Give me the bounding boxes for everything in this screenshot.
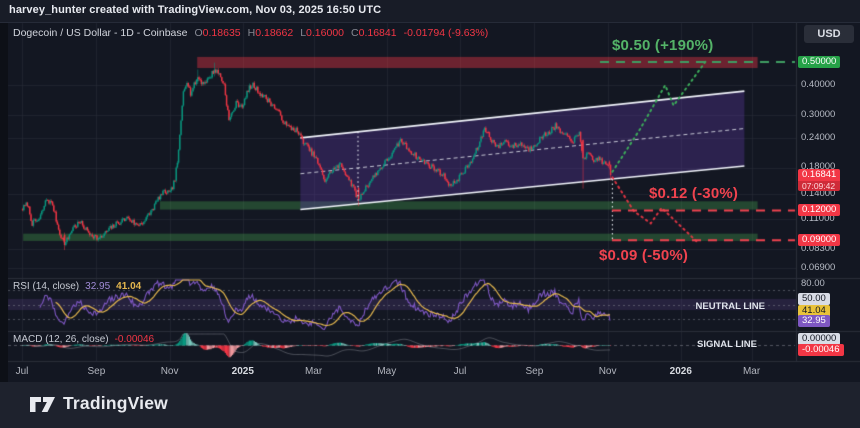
price-axis-label: 0.30000 xyxy=(801,109,836,121)
currency-toggle-button[interactable]: USD xyxy=(804,25,854,43)
rsi-axis-badge: 50.00 xyxy=(798,293,830,305)
rsi-axis-badge: 41.04 xyxy=(798,304,830,317)
symbol-legend: Dogecoin / US Dollar - 1D - Coinbase O0.1… xyxy=(13,27,488,39)
time-axis-label: Sep xyxy=(525,366,544,377)
time-axis-label: Mar xyxy=(742,366,761,377)
time-axis[interactable] xyxy=(0,362,860,382)
time-axis-label: May xyxy=(377,366,397,377)
current-price-badge: 0.16841 07:09:42 xyxy=(798,169,841,192)
bar-close-countdown: 07:09:42 xyxy=(798,181,841,192)
rsi-indicator-legend: RSI (14, close) 32.95 41.04 xyxy=(13,281,141,292)
price-target-up-annotation[interactable]: $0.50 (+190%) xyxy=(612,37,714,54)
macd-axis-badge: 0.00000 xyxy=(798,332,841,345)
price-target-low-annotation[interactable]: $0.09 (-50%) xyxy=(599,247,689,264)
time-axis-label: Mar xyxy=(304,366,323,377)
time-axis-label: 2025 xyxy=(231,366,254,377)
symbol-title[interactable]: Dogecoin / US Dollar - 1D - Coinbase xyxy=(13,27,188,39)
tradingview-logo-icon[interactable] xyxy=(30,397,56,417)
time-axis-label: 2026 xyxy=(669,366,692,377)
change-value: -0.01794 (-9.63%) xyxy=(403,27,489,39)
price-axis-label: 0.06900 xyxy=(801,261,836,273)
macd-title[interactable]: MACD (12, 26, close) xyxy=(13,334,109,345)
price-axis-label: 0.24000 xyxy=(801,132,836,144)
left-margin xyxy=(0,22,8,382)
close-label: C xyxy=(351,27,359,39)
low-label: L xyxy=(300,27,307,39)
macd-value: -0.00046 xyxy=(114,334,155,345)
current-price-value: 0.16841 xyxy=(798,169,841,182)
open-value: 0.18635 xyxy=(202,27,241,39)
price-target-mid-annotation[interactable]: $0.12 (-30%) xyxy=(649,185,739,202)
macd-indicator-legend: MACD (12, 26, close) -0.00046 xyxy=(13,334,154,345)
time-axis-label: Jul xyxy=(15,366,29,377)
price-level-badge: 0.12000 xyxy=(798,204,841,217)
neutral-line-label: NEUTRAL LINE xyxy=(695,301,766,312)
high-label: H xyxy=(247,27,256,39)
price-level-badge: 0.50000 xyxy=(798,56,841,68)
price-axis-label: 0.08300 xyxy=(801,242,836,254)
rsi-title[interactable]: RSI (14, close) xyxy=(13,281,80,292)
tradingview-brand-text[interactable]: TradingView xyxy=(63,393,168,413)
price-axis-label: 0.14000 xyxy=(801,188,836,200)
rsi-value: 32.95 xyxy=(85,281,111,292)
rsi-ma-value: 41.04 xyxy=(116,281,142,292)
time-axis-label: Nov xyxy=(160,366,179,377)
low-value: 0.16000 xyxy=(306,27,345,39)
open-label: O xyxy=(194,27,203,39)
price-axis-label: 0.11000 xyxy=(801,213,835,225)
macd-axis-badge: -0.00046 xyxy=(798,343,844,356)
rsi-axis-clamped-label: 80.00 xyxy=(801,278,825,289)
attribution-bar: harvey_hunter created with TradingView.c… xyxy=(0,0,860,23)
attribution-text: harvey_hunter created with TradingView.c… xyxy=(9,4,382,16)
high-value: 0.18662 xyxy=(255,27,294,39)
signal-line-label: SIGNAL LINE xyxy=(697,339,757,350)
price-axis-label: 0.40000 xyxy=(801,79,836,91)
price-axis-label: 0.18000 xyxy=(801,161,836,173)
footer-bar: TradingView xyxy=(0,382,860,428)
price-level-badge: 0.09000 xyxy=(798,234,841,247)
time-axis-label: Nov xyxy=(598,366,617,377)
close-value: 0.16841 xyxy=(358,27,397,39)
time-axis-label: Jul xyxy=(453,366,467,377)
rsi-axis-badge: 32.95 xyxy=(798,315,830,327)
time-axis-label: Sep xyxy=(87,366,106,377)
